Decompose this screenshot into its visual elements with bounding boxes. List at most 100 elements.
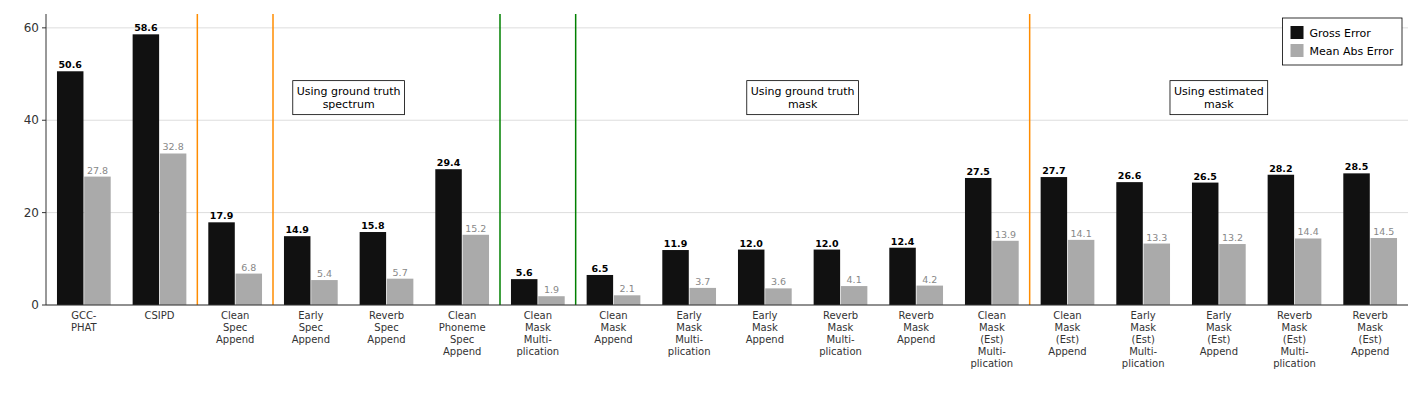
data-label: 13.2 bbox=[1222, 232, 1243, 243]
text-line: (Est) bbox=[980, 334, 1003, 345]
data-label: 4.1 bbox=[847, 274, 862, 285]
bar bbox=[284, 236, 310, 305]
text-line: Mask bbox=[752, 322, 778, 333]
bar bbox=[1371, 238, 1397, 305]
text-line: Mask bbox=[1206, 322, 1232, 333]
data-label: 11.9 bbox=[664, 238, 687, 249]
data-label: 5.4 bbox=[317, 268, 332, 279]
data-label: 26.6 bbox=[1118, 170, 1142, 181]
bar bbox=[84, 177, 110, 305]
text-line: Append bbox=[1200, 346, 1238, 357]
bar bbox=[57, 71, 83, 305]
text-line: Spec bbox=[450, 334, 474, 345]
text-line: Mask bbox=[1130, 322, 1156, 333]
bar bbox=[841, 286, 867, 305]
text-line: spectrum bbox=[323, 98, 375, 111]
bars bbox=[57, 34, 1397, 305]
data-label: 6.8 bbox=[241, 262, 256, 273]
tick-label: CleanPhonemeSpecAppend bbox=[439, 310, 486, 357]
text-line: Mask bbox=[828, 322, 854, 333]
data-label: 5.7 bbox=[393, 267, 408, 278]
tick-label: ReverbSpecAppend bbox=[367, 310, 405, 345]
data-label: 13.9 bbox=[995, 229, 1016, 240]
bar bbox=[160, 153, 186, 305]
text-line: Append bbox=[292, 334, 330, 345]
text-line: Reverb bbox=[899, 310, 934, 321]
tick-label: EarlyMaskAppend bbox=[746, 310, 784, 345]
data-label: 27.7 bbox=[1042, 165, 1065, 176]
legend-swatch bbox=[1291, 26, 1304, 39]
text-line: Early bbox=[752, 310, 777, 321]
bar bbox=[917, 286, 943, 305]
text-line: plication bbox=[1273, 358, 1316, 369]
bar bbox=[1116, 182, 1142, 305]
legend-label: Mean Abs Error bbox=[1310, 45, 1394, 58]
data-label: 6.5 bbox=[591, 263, 608, 274]
annotations: Using ground truthspectrumUsing ground t… bbox=[293, 81, 1268, 115]
bar bbox=[814, 250, 840, 305]
grid bbox=[46, 28, 1408, 305]
text-line: Clean bbox=[524, 310, 552, 321]
annotation-box bbox=[293, 81, 405, 115]
text-line: Append bbox=[1048, 346, 1086, 357]
data-label: 32.8 bbox=[163, 141, 184, 152]
bar bbox=[311, 280, 337, 305]
text-line: Mask bbox=[1357, 322, 1383, 333]
text-line: Multi- bbox=[1129, 346, 1157, 357]
tick-label: EarlyMaskMulti-plication bbox=[668, 310, 711, 357]
bar bbox=[662, 250, 688, 305]
bar bbox=[765, 288, 791, 305]
text-line: Append bbox=[443, 346, 481, 357]
bar bbox=[360, 232, 386, 305]
text-line: Clean bbox=[978, 310, 1006, 321]
bar bbox=[463, 235, 489, 305]
data-label: 17.9 bbox=[210, 210, 233, 221]
data-label: 15.2 bbox=[465, 223, 486, 234]
data-label: 3.6 bbox=[771, 276, 786, 287]
text-line: Append bbox=[594, 334, 632, 345]
data-label: 13.3 bbox=[1146, 232, 1167, 243]
bar bbox=[387, 279, 413, 305]
tick-label: GCC-PHAT bbox=[71, 310, 98, 333]
text-line: Clean bbox=[599, 310, 627, 321]
tick-label: 40 bbox=[24, 113, 39, 127]
text-line: Spec bbox=[374, 322, 398, 333]
tick-label: ReverbMaskMulti-plication bbox=[819, 310, 862, 357]
text-line: Mask bbox=[903, 322, 929, 333]
legend-box bbox=[1283, 18, 1402, 65]
legend-swatch bbox=[1291, 44, 1304, 57]
bar bbox=[1219, 244, 1245, 305]
tick-label: CleanMask(Est)Multi-plication bbox=[970, 310, 1013, 369]
data-label: 3.7 bbox=[695, 276, 710, 287]
text-line: mask bbox=[788, 98, 818, 111]
text-line: Multi- bbox=[524, 334, 552, 345]
text-line: Mask bbox=[979, 322, 1005, 333]
text-line: Mask bbox=[525, 322, 551, 333]
bar bbox=[690, 288, 716, 305]
annotation-text: Using estimatedmask bbox=[1174, 85, 1264, 111]
y-axis-line bbox=[46, 14, 47, 305]
text-line: plication bbox=[970, 358, 1013, 369]
text-line: Early bbox=[298, 310, 323, 321]
bar bbox=[614, 295, 640, 305]
text-line: (Est) bbox=[1207, 334, 1230, 345]
text-line: (Est) bbox=[1359, 334, 1382, 345]
text-line: Using estimated bbox=[1174, 85, 1264, 98]
tick-label: 20 bbox=[24, 206, 39, 220]
bar bbox=[738, 250, 764, 305]
divider bbox=[197, 14, 199, 305]
text-line: Early bbox=[677, 310, 702, 321]
data-labels: 50.658.617.914.915.829.45.66.511.912.012… bbox=[58, 22, 1394, 295]
data-label: 1.9 bbox=[544, 284, 559, 295]
tick-label: ReverbMask(Est)Append bbox=[1351, 310, 1389, 357]
tick-label: CleanMask(Est)Append bbox=[1048, 310, 1086, 357]
text-line: Clean bbox=[1053, 310, 1081, 321]
text-line: GCC- bbox=[71, 310, 97, 321]
text-line: Using ground truth bbox=[751, 85, 855, 98]
x-axis: GCC-PHATCSIPDCleanSpecAppendEarlySpecApp… bbox=[71, 310, 1389, 369]
text-line: plication bbox=[819, 346, 862, 357]
text-line: plication bbox=[516, 346, 559, 357]
bar bbox=[1192, 183, 1218, 305]
bar bbox=[538, 296, 564, 305]
text-line: PHAT bbox=[71, 322, 98, 333]
